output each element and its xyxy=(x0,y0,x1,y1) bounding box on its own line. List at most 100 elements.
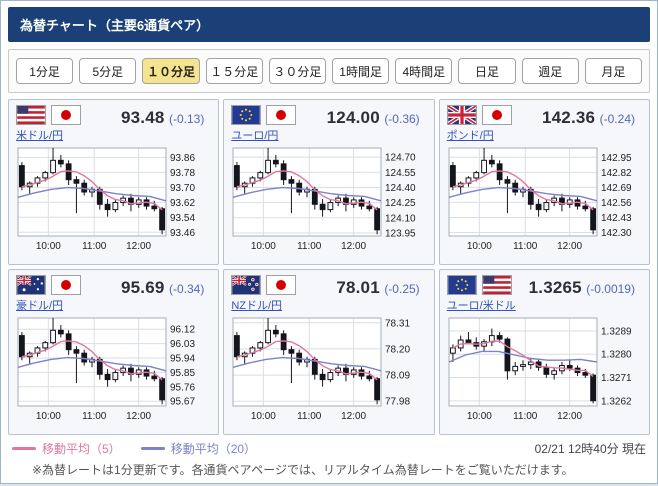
svg-text:11:00: 11:00 xyxy=(513,241,538,252)
timeframe-button-weekly[interactable]: 週足 xyxy=(521,58,579,84)
svg-text:1.3280: 1.3280 xyxy=(601,350,632,361)
svg-text:1.3271: 1.3271 xyxy=(601,373,632,384)
svg-text:93.78: 93.78 xyxy=(170,168,195,179)
price-value: 78.01 xyxy=(336,278,380,297)
flag-pair xyxy=(16,275,81,295)
svg-text:96.12: 96.12 xyxy=(170,325,195,336)
jp-flag-icon xyxy=(51,275,81,295)
panel-header-usd-jpy: 米ドル/円 93.48 (-0.13) xyxy=(16,105,214,144)
svg-text:11:00: 11:00 xyxy=(82,411,107,422)
svg-text:12:00: 12:00 xyxy=(557,411,582,422)
chart-panel-eur-usd: ユーロ/米ドル 1.3265 (-0.0019) 1.3289 1.3280 1.327… xyxy=(438,269,650,435)
flag-pair xyxy=(231,275,297,295)
svg-text:124.10: 124.10 xyxy=(385,213,416,224)
flag-pair xyxy=(231,105,297,125)
update-note: ※為替レートは1分更新です。各通貨ペアページでは、リアルタイム為替レートをご覧い… xyxy=(32,463,574,477)
us-flag-icon xyxy=(16,105,46,125)
svg-text:12:00: 12:00 xyxy=(126,241,151,252)
price-change: (-0.34) xyxy=(168,282,205,296)
pair-link-usd-jpy[interactable]: 米ドル/円 xyxy=(16,130,64,142)
quote-usd-jpy: 93.48 (-0.13) xyxy=(121,105,214,128)
timeframe-button-5min[interactable]: 5分足 xyxy=(79,58,137,84)
svg-text:93.62: 93.62 xyxy=(170,198,195,209)
chart-panel-eur-jpy: ユーロ/円 124.00 (-0.36) 124.70 124.55 124.40 124… xyxy=(223,99,435,265)
price-value: 93.48 xyxy=(120,108,165,127)
chart-grid: 米ドル/円 93.48 (-0.13) 93.86 93.78 93.70 93.62 93… xyxy=(8,99,650,435)
svg-text:10:00: 10:00 xyxy=(466,241,491,252)
chart-panel-nzd-jpy: NZドル/円 78.01 (-0.25) 78.31 78.20 78.09 77.98 1… xyxy=(223,269,435,435)
svg-text:123.95: 123.95 xyxy=(385,228,416,239)
svg-text:93.46: 93.46 xyxy=(170,228,195,239)
pair-link-nzd-jpy[interactable]: NZドル/円 xyxy=(231,300,283,312)
timeframe-button-monthly[interactable]: 月足 xyxy=(584,58,643,84)
legend-item-ma20: 移動平均（20） xyxy=(140,440,256,457)
svg-text:78.09: 78.09 xyxy=(385,371,410,382)
candlestick-chart-eur-jpy: 124.70 124.55 124.40 124.25 124.10 123.95 10:0… xyxy=(232,147,416,252)
svg-text:95.76: 95.76 xyxy=(170,382,195,393)
candlestick-chart-gbp-jpy: 142.95 142.82 142.69 142.56 142.43 142.30 10:0… xyxy=(448,147,632,252)
chart-panel-gbp-jpy: ポンド/円 142.36 (-0.24) 142.95 142.82 142.69 142… xyxy=(438,99,650,265)
timeframe-button-10min[interactable]: １０分足 xyxy=(142,58,200,84)
panel-header-gbp-jpy: ポンド/円 142.36 (-0.24) xyxy=(446,104,645,144)
svg-text:142.43: 142.43 xyxy=(601,213,632,224)
timeframe-button-15min[interactable]: １５分足 xyxy=(205,58,263,84)
svg-text:95.67: 95.67 xyxy=(170,397,195,408)
svg-text:12:00: 12:00 xyxy=(557,241,582,252)
panel-header-eur-jpy: ユーロ/円 124.00 (-0.36) xyxy=(231,105,429,144)
pair-link-aud-jpy[interactable]: 豪ドル/円 xyxy=(16,300,64,312)
timeframe-button-4hour[interactable]: 4時間足 xyxy=(395,58,453,84)
price-value: 95.69 xyxy=(120,278,165,297)
timeframe-toolbar: 1分足 5分足 １０分足 １５分足 ３０分足 1時間足 4時間足 日足 週足 月足 xyxy=(8,49,650,93)
candlestick-chart-eur-usd: 1.3289 1.3280 1.3271 1.3262 10:00 11:00 12:00 xyxy=(448,317,632,422)
price-change: (-0.36) xyxy=(384,112,420,126)
price-change: (-0.13) xyxy=(168,112,205,126)
svg-text:12:00: 12:00 xyxy=(341,411,366,422)
svg-text:10:00: 10:00 xyxy=(251,241,276,252)
svg-text:78.31: 78.31 xyxy=(385,318,410,329)
jp-flag-icon xyxy=(266,275,297,295)
timestamp: 02/21 12時40分 現在 xyxy=(534,442,646,456)
pair-link-eur-jpy[interactable]: ユーロ/円 xyxy=(231,130,279,142)
chart-panel-usd-jpy: 米ドル/円 93.48 (-0.13) 93.86 93.78 93.70 93.62 93… xyxy=(8,99,220,265)
flag-pair xyxy=(446,104,512,126)
candlestick-chart-nzd-jpy: 78.31 78.20 78.09 77.98 10:00 11:00 12:00 xyxy=(232,317,411,422)
page-title: 為替チャート（主要6通貨ペア） xyxy=(8,7,650,42)
svg-text:142.56: 142.56 xyxy=(601,198,632,209)
quote-gbp-jpy: 142.36 (-0.24) xyxy=(542,105,645,128)
quote-aud-jpy: 95.69 (-0.34) xyxy=(121,275,214,298)
eu-flag-icon xyxy=(231,105,262,125)
pair-link-eur-usd[interactable]: ユーロ/米ドル xyxy=(446,300,516,312)
legend-item-ma5: 移動平均（5） xyxy=(12,440,121,457)
us-flag-icon xyxy=(481,275,512,295)
svg-text:1.3289: 1.3289 xyxy=(601,326,632,337)
svg-text:142.69: 142.69 xyxy=(601,183,632,194)
svg-text:142.82: 142.82 xyxy=(601,168,632,179)
svg-text:142.30: 142.30 xyxy=(601,228,632,239)
svg-text:142.95: 142.95 xyxy=(601,153,632,164)
au-flag-icon xyxy=(16,275,46,295)
timeframe-button-daily[interactable]: 日足 xyxy=(458,58,516,84)
pair-link-gbp-jpy[interactable]: ポンド/円 xyxy=(446,130,494,142)
legend-line-ma20-icon xyxy=(140,447,165,450)
svg-text:95.94: 95.94 xyxy=(170,354,195,365)
svg-text:10:00: 10:00 xyxy=(251,411,276,422)
jp-flag-icon xyxy=(51,105,81,125)
price-change: (-0.24) xyxy=(599,112,635,126)
jp-flag-icon xyxy=(481,105,512,125)
moving-average-legend: 移動平均（5） 移動平均（20） xyxy=(12,440,256,457)
svg-text:124.70: 124.70 xyxy=(385,153,416,164)
price-change: (-0.25) xyxy=(384,282,420,296)
svg-text:11:00: 11:00 xyxy=(297,411,322,422)
timeframe-button-1hour[interactable]: 1時間足 xyxy=(332,58,390,84)
svg-text:10:00: 10:00 xyxy=(466,411,491,422)
panel-header-aud-jpy: 豪ドル/円 95.69 (-0.34) xyxy=(16,275,214,314)
svg-text:11:00: 11:00 xyxy=(82,241,107,252)
svg-text:1.3262: 1.3262 xyxy=(601,396,632,407)
quote-eur-usd: 1.3265 (-0.0019) xyxy=(529,275,645,298)
price-value: 124.00 xyxy=(326,108,380,127)
timeframe-button-30min[interactable]: ３０分足 xyxy=(268,58,327,84)
timeframe-button-1min[interactable]: 1分足 xyxy=(16,58,74,84)
svg-text:93.70: 93.70 xyxy=(170,183,195,194)
quote-eur-jpy: 124.00 (-0.36) xyxy=(327,105,430,128)
